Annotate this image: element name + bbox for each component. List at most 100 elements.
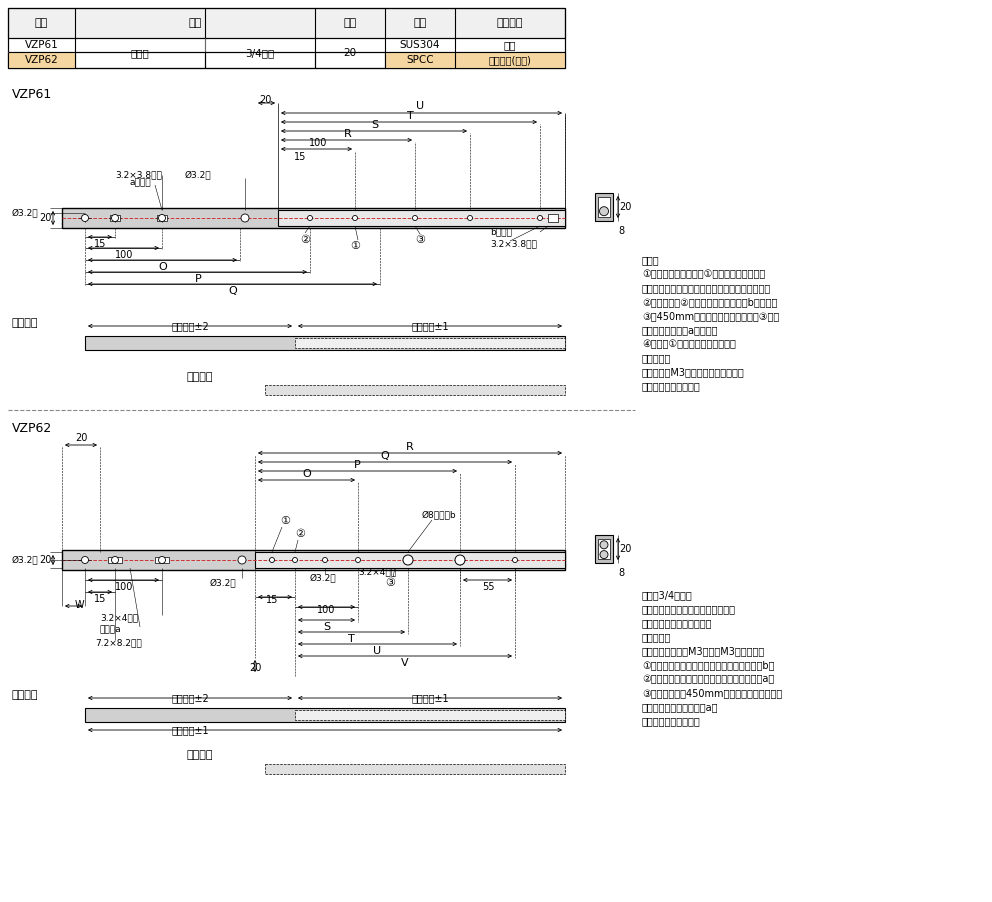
Text: 螺钉固定、抽屉侧滑轨伸出时滑轨中部的静载荷。: 螺钉固定、抽屉侧滑轨伸出时滑轨中部的静载荷。 <box>642 283 771 293</box>
Text: VZP61: VZP61 <box>25 40 59 50</box>
Circle shape <box>355 557 360 563</box>
Text: 3.2×3.8腰孔: 3.2×3.8腰孔 <box>490 240 537 248</box>
Text: 100: 100 <box>115 250 133 260</box>
Text: 承载与重量仅供参考。: 承载与重量仅供参考。 <box>642 381 700 391</box>
Text: V: V <box>401 658 409 668</box>
Text: Q: Q <box>228 286 237 296</box>
Text: 材质: 材质 <box>414 18 427 28</box>
Bar <box>295 338 565 348</box>
Text: VZP61: VZP61 <box>12 88 53 101</box>
Text: 3.2×4腰孔: 3.2×4腰孔 <box>358 567 396 576</box>
Text: 环保镀锌(蓝白): 环保镀锌(蓝白) <box>489 55 532 65</box>
Bar <box>598 197 610 217</box>
Text: ③: ③ <box>415 235 425 245</box>
Circle shape <box>159 557 166 564</box>
Text: 7.2×8.2腰孔: 7.2×8.2腰孔 <box>95 639 142 648</box>
Text: ④安装孔①在一般安装时不使用。: ④安装孔①在一般安装时不使用。 <box>642 339 736 349</box>
Text: Ø3.2孔: Ø3.2孔 <box>210 578 237 587</box>
Text: 20: 20 <box>343 48 356 58</box>
Text: ①: ① <box>350 241 360 251</box>
Bar <box>595 535 613 563</box>
Text: 伸出时滑轨中部的静载荷。: 伸出时滑轨中部的静载荷。 <box>642 618 712 628</box>
Text: 打开状态: 打开状态 <box>12 318 39 328</box>
Text: VZP62: VZP62 <box>12 422 53 435</box>
Bar <box>8 8 565 38</box>
Text: 代码: 代码 <box>35 18 49 28</box>
Text: 注意：下表所示的承重为抽屉侧滑轨: 注意：下表所示的承重为抽屉侧滑轨 <box>642 604 736 614</box>
Bar <box>265 385 565 395</box>
Circle shape <box>455 555 465 565</box>
Text: 100: 100 <box>316 605 335 615</box>
Text: SUS304: SUS304 <box>400 40 440 50</box>
Text: 向后方滑动后使用通道孔a。: 向后方滑动后使用通道孔a。 <box>642 702 718 712</box>
Text: 通道孔a: 通道孔a <box>100 625 122 634</box>
Bar <box>278 210 565 226</box>
Circle shape <box>600 550 608 558</box>
Circle shape <box>538 216 543 220</box>
Bar <box>85 336 565 350</box>
Text: a通道孔: a通道孔 <box>130 179 152 188</box>
Text: 两段式: 两段式 <box>131 48 150 58</box>
Text: U: U <box>373 646 382 656</box>
Text: 55: 55 <box>482 582 494 592</box>
Bar <box>85 708 565 722</box>
Text: 15: 15 <box>94 239 106 249</box>
Text: 将内轨后移并使用a通道孔；: 将内轨后移并使用a通道孔； <box>642 325 718 335</box>
Text: 3.2×3.8腰孔: 3.2×3.8腰孔 <box>115 170 162 179</box>
Bar <box>295 710 565 720</box>
Text: R: R <box>406 442 414 452</box>
Text: Ø3.2孔: Ø3.2孔 <box>185 170 211 179</box>
Text: 3.2×4腰孔: 3.2×4腰孔 <box>100 613 138 622</box>
Text: T: T <box>407 111 414 121</box>
Circle shape <box>238 556 246 564</box>
Text: ③在450mm以上的滑轨上固定安装孔③时，: ③在450mm以上的滑轨上固定安装孔③时， <box>642 311 780 321</box>
Bar <box>385 52 565 68</box>
Circle shape <box>467 216 472 220</box>
Text: ②: ② <box>300 235 310 245</box>
Circle shape <box>600 541 608 548</box>
Text: 特点：3/4伸展。: 特点：3/4伸展。 <box>642 590 692 600</box>
Text: 20: 20 <box>619 544 631 554</box>
Bar <box>110 215 120 221</box>
Text: Ø3.2孔: Ø3.2孔 <box>310 574 336 583</box>
Circle shape <box>403 555 413 565</box>
Text: U: U <box>416 101 424 111</box>
Text: 滑轨长度±1: 滑轨长度±1 <box>412 693 448 703</box>
Bar <box>548 214 558 222</box>
Text: 20: 20 <box>619 202 631 212</box>
Text: 注意：: 注意： <box>642 255 660 265</box>
Text: 关闭状态: 关闭状态 <box>186 372 213 382</box>
Text: ③: ③ <box>385 578 395 588</box>
Bar <box>108 557 122 563</box>
Text: Ø3.2孔: Ø3.2孔 <box>12 556 39 565</box>
Circle shape <box>241 214 249 222</box>
Text: ②: ② <box>295 529 305 539</box>
Text: ①: ① <box>280 516 290 526</box>
Text: 滑轨行程±2: 滑轨行程±2 <box>172 321 209 331</box>
Circle shape <box>457 557 462 563</box>
Text: ②的安装孔可在内轨向后方滑动后使用通道孔a。: ②的安装孔可在内轨向后方滑动后使用通道孔a。 <box>642 674 774 684</box>
Text: P: P <box>194 274 201 284</box>
Text: 20: 20 <box>74 433 87 443</box>
Bar <box>265 764 565 774</box>
Text: Ø8通道孔b: Ø8通道孔b <box>422 511 456 520</box>
Text: 表面处理: 表面处理 <box>497 18 523 28</box>
Bar <box>157 215 167 221</box>
Circle shape <box>413 216 418 220</box>
Text: 宽度: 宽度 <box>343 18 357 28</box>
Text: ③的安装孔对于450mm以上的滑轨，可在内轨: ③的安装孔对于450mm以上的滑轨，可在内轨 <box>642 688 783 698</box>
Text: 按根销售。: 按根销售。 <box>642 632 672 642</box>
Circle shape <box>81 557 88 564</box>
Text: ①小表所示的承重量为①以为的所有安装孔用: ①小表所示的承重量为①以为的所有安装孔用 <box>642 269 765 279</box>
Circle shape <box>111 557 118 564</box>
Text: 滑轨长度±1: 滑轨长度±1 <box>412 321 448 331</box>
Text: 打开状态: 打开状态 <box>12 690 39 700</box>
Text: 20: 20 <box>39 213 52 223</box>
Circle shape <box>81 215 88 222</box>
Text: P: P <box>354 460 361 470</box>
Circle shape <box>270 557 275 563</box>
Text: 20: 20 <box>39 555 52 565</box>
Text: b通道孔: b通道孔 <box>490 227 512 236</box>
Bar <box>8 52 75 68</box>
Text: 100: 100 <box>115 582 133 592</box>
